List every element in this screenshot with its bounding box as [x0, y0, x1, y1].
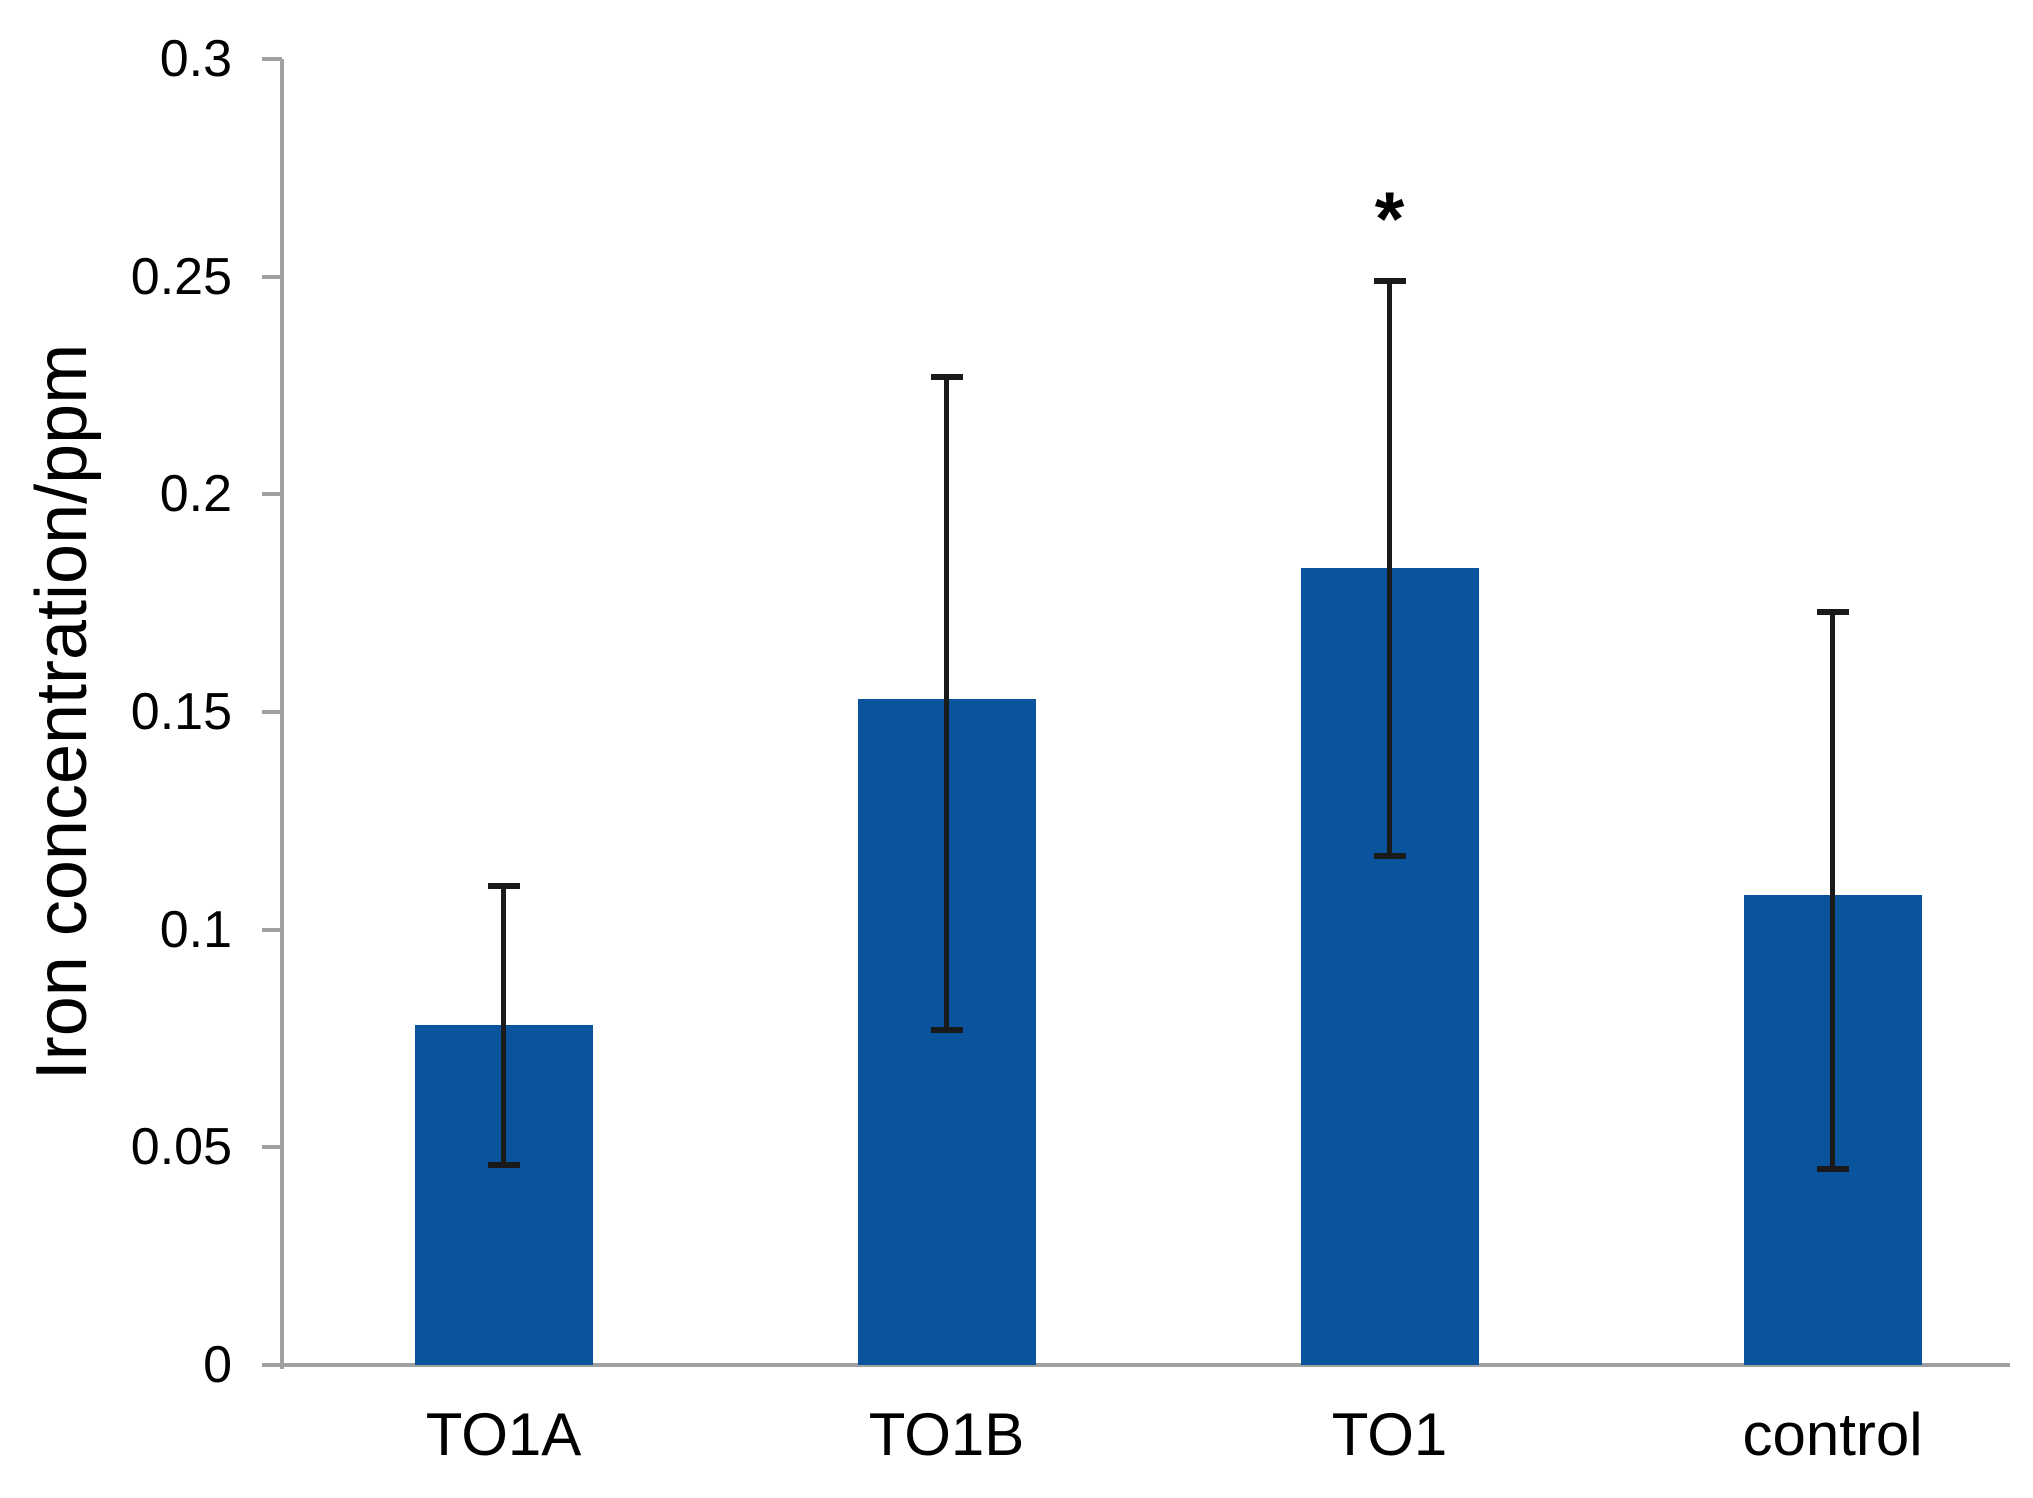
- y-tick-label: 0.05: [130, 1118, 232, 1177]
- y-tick-mark: [262, 927, 282, 932]
- error-bar-line: [1387, 281, 1392, 856]
- y-tick-label: 0.15: [130, 683, 232, 741]
- y-tick-label: 0.3: [159, 30, 232, 88]
- y-tick-mark: [262, 492, 282, 497]
- x-axis-label-to1: TO1: [1331, 1401, 1448, 1468]
- error-bar-cap-bottom: [1816, 1166, 1849, 1173]
- y-tick-label: 0.2: [159, 465, 232, 524]
- y-tick-label: 0: [203, 1336, 232, 1394]
- error-bar-cap-bottom: [487, 1161, 520, 1168]
- y-tick-mark: [262, 710, 282, 714]
- y-tick-mark: [262, 1145, 282, 1150]
- error-bar-line: [1830, 611, 1835, 1170]
- y-tick-label: 0.25: [130, 247, 232, 306]
- error-bar-cap-bottom: [930, 1026, 963, 1033]
- y-tick-label: 0.1: [159, 900, 232, 959]
- error-bar-cap-top: [930, 373, 963, 380]
- y-axis-line: [280, 59, 284, 1369]
- y-tick-mark: [262, 274, 282, 279]
- error-bar-cap-top: [1373, 278, 1406, 285]
- error-bar-cap-top: [1816, 608, 1849, 615]
- y-tick-mark: [262, 57, 282, 61]
- error-bar-cap-bottom: [1373, 852, 1406, 859]
- error-bar-line: [501, 886, 506, 1165]
- x-axis-label-to1a: TO1A: [425, 1401, 582, 1468]
- x-axis-label-to1b: TO1B: [868, 1401, 1025, 1468]
- x-axis-label-control: control: [1742, 1401, 1923, 1468]
- error-bar-cap-top: [487, 883, 520, 890]
- significance-asterisk: *: [1374, 177, 1405, 263]
- x-axis-line: [262, 1363, 2010, 1367]
- error-bar-line: [944, 376, 949, 1030]
